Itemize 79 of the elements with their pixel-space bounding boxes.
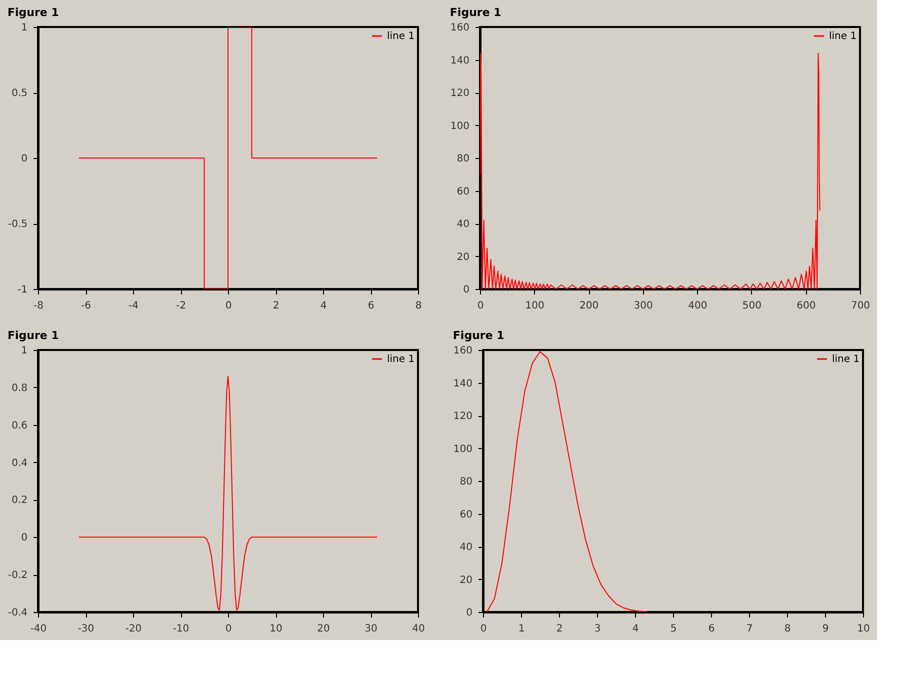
x-tick-label: -8 bbox=[34, 300, 44, 312]
y-tick-label: 0.2 bbox=[12, 495, 28, 506]
x-tick-label: 9 bbox=[822, 624, 829, 634]
y-tick-label: 140 bbox=[453, 378, 472, 390]
x-tick-label: 0 bbox=[225, 624, 232, 634]
x-tick-label: 6 bbox=[708, 624, 715, 634]
y-tick-label: -0.4 bbox=[8, 608, 28, 618]
y-tick-label: 80 bbox=[460, 476, 472, 488]
y-tick-label: 0 bbox=[21, 532, 28, 544]
x-tick-label: -2 bbox=[176, 300, 186, 312]
y-tick-label: 1 bbox=[21, 346, 28, 356]
x-tick-label: 30 bbox=[364, 624, 378, 634]
x-tick-label: 1 bbox=[518, 624, 525, 634]
x-tick-label: 300 bbox=[634, 300, 653, 312]
y-tick-label: 0.6 bbox=[12, 420, 28, 432]
x-tick-label: 5 bbox=[670, 624, 677, 634]
x-tick-label: 2 bbox=[272, 300, 280, 312]
y-tick-label: 0.5 bbox=[12, 88, 28, 99]
x-tick-label: 0 bbox=[477, 300, 484, 312]
chart-title: Figure 1 bbox=[7, 329, 59, 342]
x-tick-label: 4 bbox=[632, 624, 639, 634]
y-tick-label: 0 bbox=[21, 154, 28, 164]
x-tick-label: 0 bbox=[480, 624, 487, 634]
x-tick-label: 400 bbox=[688, 300, 708, 312]
y-tick-label: 0.4 bbox=[12, 458, 28, 469]
y-tick-label: 80 bbox=[456, 154, 470, 164]
y-tick-label: 100 bbox=[453, 444, 472, 455]
x-tick-label: 7 bbox=[746, 624, 753, 634]
x-tick-label: 700 bbox=[850, 300, 870, 312]
y-tick-label: 0 bbox=[466, 608, 472, 618]
x-tick-label: 20 bbox=[317, 624, 330, 634]
y-tick-label: 0 bbox=[463, 284, 470, 296]
y-tick-label: 40 bbox=[460, 542, 472, 553]
y-tick-label: 120 bbox=[450, 88, 470, 99]
y-tick-label: -0.5 bbox=[8, 219, 28, 230]
chart-title: Figure 1 bbox=[452, 329, 504, 342]
y-tick-label: 120 bbox=[453, 411, 472, 422]
x-tick-label: -20 bbox=[125, 624, 142, 634]
y-tick-label: 40 bbox=[456, 219, 470, 230]
x-tick-label: 2 bbox=[556, 624, 563, 634]
x-tick-label: 600 bbox=[796, 300, 816, 312]
y-tick-label: 20 bbox=[460, 574, 472, 586]
legend-label: line 1 bbox=[829, 31, 857, 42]
x-tick-label: -4 bbox=[128, 300, 138, 312]
line-series bbox=[486, 351, 647, 612]
y-tick-label: 60 bbox=[460, 509, 472, 520]
chart-title: Figure 1 bbox=[7, 6, 59, 19]
y-tick-label: 60 bbox=[456, 186, 470, 198]
x-tick-label: 40 bbox=[412, 624, 425, 634]
x-tick-label: 6 bbox=[368, 300, 374, 312]
x-tick-label: 8 bbox=[784, 624, 791, 634]
x-tick-label: 200 bbox=[580, 300, 599, 312]
x-tick-label: 10 bbox=[857, 624, 870, 634]
y-tick-label: 20 bbox=[456, 252, 470, 263]
chart-title: Figure 1 bbox=[450, 6, 502, 19]
x-tick-label: -30 bbox=[78, 624, 94, 634]
x-tick-label: 3 bbox=[594, 624, 601, 634]
x-tick-label: -10 bbox=[172, 624, 190, 634]
y-tick-label: 160 bbox=[453, 346, 472, 356]
line-series bbox=[480, 52, 820, 289]
x-tick-label: -40 bbox=[30, 624, 47, 634]
x-tick-label: -6 bbox=[81, 300, 91, 312]
x-tick-label: 4 bbox=[320, 300, 327, 312]
legend-label: line 1 bbox=[387, 354, 415, 365]
y-tick-label: 1 bbox=[21, 22, 28, 34]
x-tick-label: 10 bbox=[270, 624, 282, 634]
x-tick-label: 8 bbox=[415, 300, 422, 312]
x-tick-label: 500 bbox=[742, 300, 762, 312]
line-series bbox=[78, 376, 378, 611]
y-tick-label: 160 bbox=[450, 22, 470, 34]
y-tick-label: -1 bbox=[18, 284, 28, 296]
legend-label: line 1 bbox=[832, 354, 860, 365]
x-tick-label: 100 bbox=[525, 300, 544, 312]
y-tick-label: 0.8 bbox=[12, 382, 28, 394]
legend-label: line 1 bbox=[387, 31, 415, 42]
y-tick-label: 140 bbox=[450, 55, 470, 66]
y-tick-label: 100 bbox=[450, 120, 470, 132]
y-tick-label: -0.2 bbox=[8, 570, 28, 582]
x-tick-label: 0 bbox=[225, 300, 232, 312]
